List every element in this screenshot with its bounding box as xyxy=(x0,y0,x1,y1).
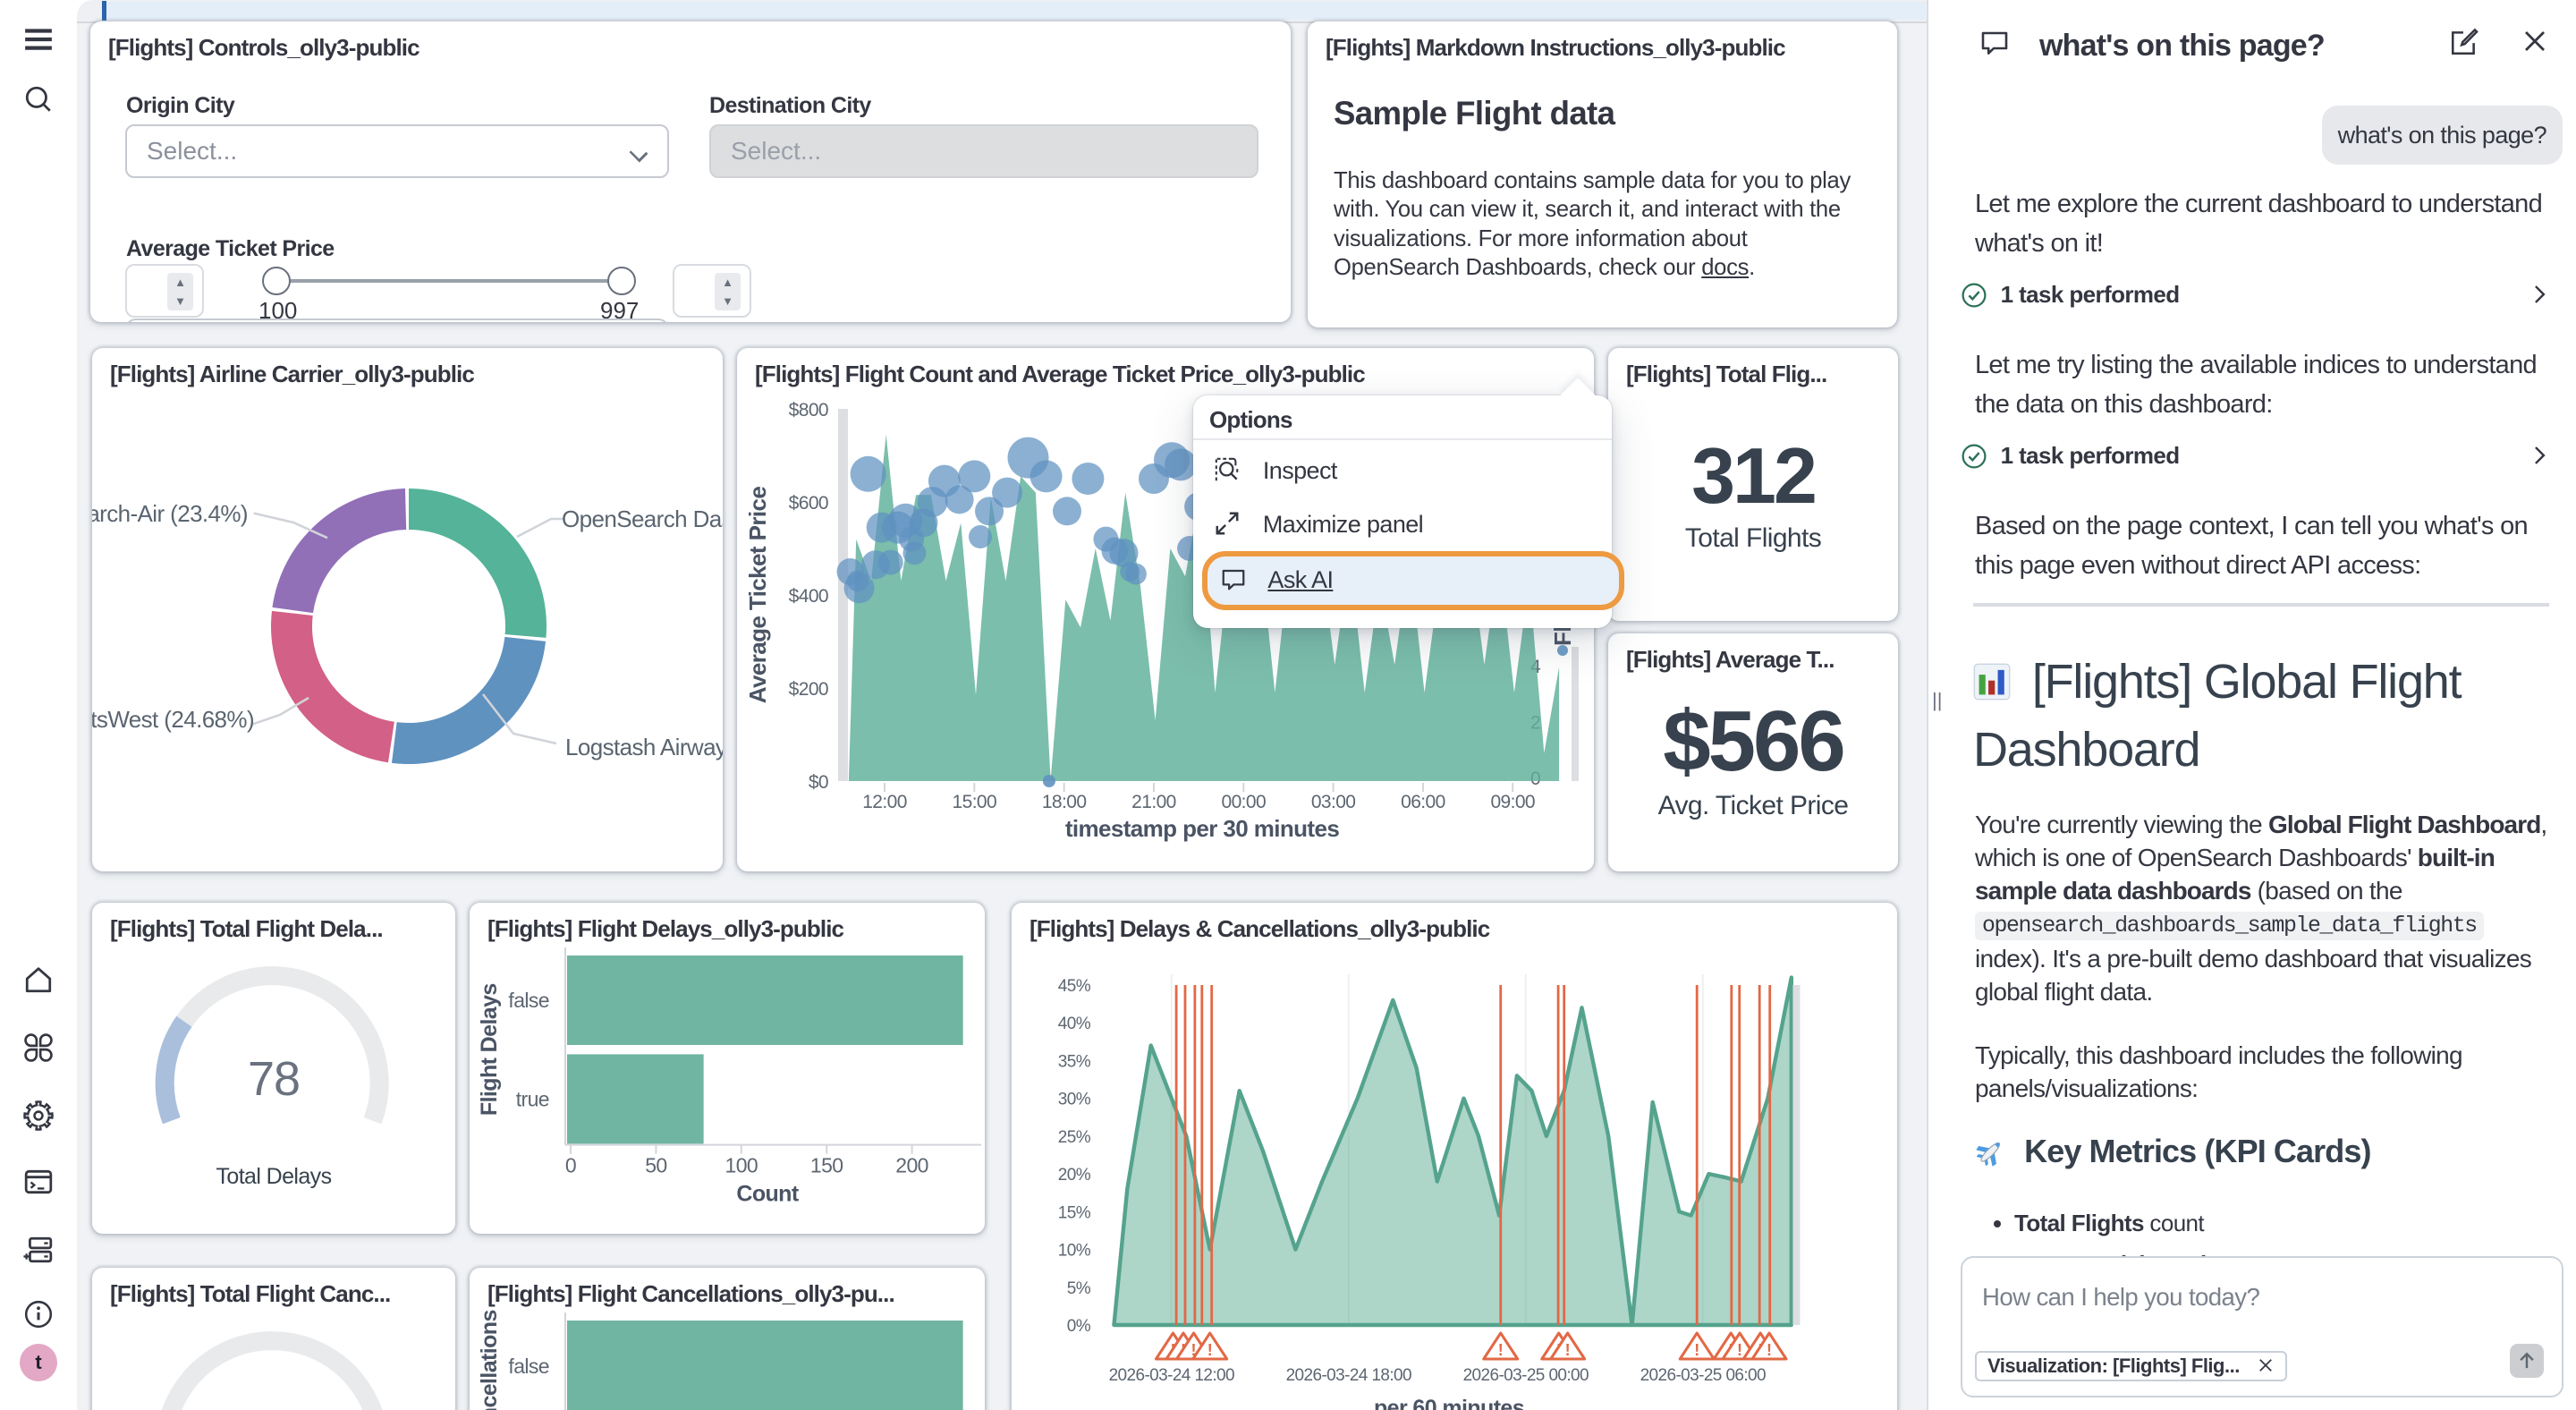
svg-text:150: 150 xyxy=(810,1154,843,1177)
svg-text:2026-03-25 06:00: 2026-03-25 06:00 xyxy=(1640,1366,1766,1385)
svg-text:$400: $400 xyxy=(789,586,828,607)
svg-text:$0: $0 xyxy=(809,772,828,793)
svg-text:30%: 30% xyxy=(1058,1091,1091,1109)
svg-text:25%: 25% xyxy=(1058,1128,1091,1147)
svg-text:35%: 35% xyxy=(1058,1052,1091,1071)
svg-text:!: ! xyxy=(1694,1341,1699,1359)
svg-text:Count: Count xyxy=(736,1182,799,1207)
svg-text:false: false xyxy=(508,1355,549,1378)
svg-text:true: true xyxy=(516,1087,549,1110)
svg-text:5%: 5% xyxy=(1067,1279,1091,1298)
svg-text:false: false xyxy=(508,989,549,1012)
svg-text:!: ! xyxy=(1565,1341,1571,1359)
svg-text:2026-03-24 12:00: 2026-03-24 12:00 xyxy=(1109,1366,1234,1385)
svg-text:$800: $800 xyxy=(789,400,828,420)
svg-text:03:00: 03:00 xyxy=(1311,792,1356,812)
svg-text:20%: 20% xyxy=(1058,1166,1091,1185)
svg-text:15:00: 15:00 xyxy=(953,792,997,812)
svg-text:0%: 0% xyxy=(1067,1317,1091,1336)
svg-text:2026-03-25 00:00: 2026-03-25 00:00 xyxy=(1463,1366,1589,1385)
svg-text:Flight Delays: Flight Delays xyxy=(477,983,502,1116)
svg-text:per 60 minutes: per 60 minutes xyxy=(1374,1396,1524,1410)
svg-text:09:00: 09:00 xyxy=(1490,792,1535,812)
svg-text:100: 100 xyxy=(725,1154,758,1177)
svg-text:50: 50 xyxy=(645,1154,666,1177)
svg-text:0: 0 xyxy=(565,1154,576,1177)
svg-text:200: 200 xyxy=(895,1154,928,1177)
svg-text:21:00: 21:00 xyxy=(1131,792,1176,812)
svg-text:15%: 15% xyxy=(1058,1203,1091,1222)
svg-text:45%: 45% xyxy=(1058,977,1091,996)
svg-text:!: ! xyxy=(1737,1341,1742,1359)
svg-text:!: ! xyxy=(1191,1341,1197,1359)
svg-text:!: ! xyxy=(1767,1341,1772,1359)
svg-text:!: ! xyxy=(1208,1341,1213,1359)
svg-text:!: ! xyxy=(1498,1341,1504,1359)
svg-text:40%: 40% xyxy=(1058,1015,1091,1033)
svg-text:10%: 10% xyxy=(1058,1242,1091,1261)
svg-text:06:00: 06:00 xyxy=(1401,792,1445,812)
svg-text:$600: $600 xyxy=(789,493,828,514)
svg-text:2026-03-24 18:00: 2026-03-24 18:00 xyxy=(1286,1366,1411,1385)
svg-text:$200: $200 xyxy=(789,679,828,700)
svg-text:Average Ticket Price: Average Ticket Price xyxy=(744,487,771,704)
svg-text:00:00: 00:00 xyxy=(1221,792,1266,812)
svg-text:Flight Cancellations: Flight Cancellations xyxy=(477,1310,502,1410)
svg-text:12:00: 12:00 xyxy=(862,792,907,812)
svg-text:18:00: 18:00 xyxy=(1042,792,1087,812)
svg-text:timestamp per 30 minutes: timestamp per 30 minutes xyxy=(1065,815,1340,842)
